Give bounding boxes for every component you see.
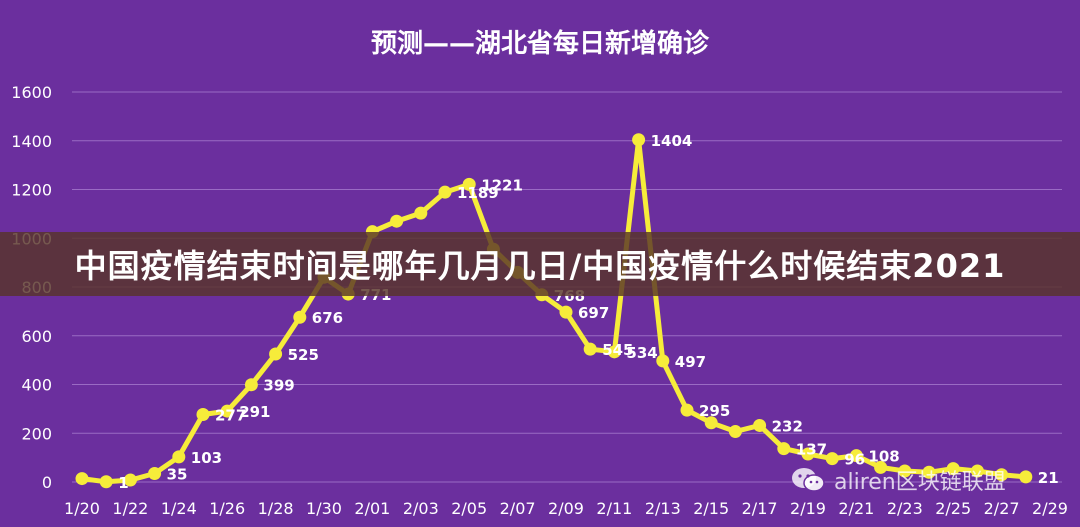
data-point (438, 185, 452, 199)
wechat-icon (792, 468, 825, 492)
data-label: 21 (1038, 469, 1059, 487)
data-point (898, 464, 912, 478)
data-label: 1404 (651, 132, 693, 150)
data-point (849, 449, 863, 463)
x-tick-label: 2/03 (403, 499, 439, 518)
y-tick-label: 1400 (11, 132, 52, 151)
x-tick-label: 2/11 (596, 499, 632, 518)
data-label: 108 (868, 448, 899, 466)
data-point (123, 473, 137, 487)
data-point (75, 472, 89, 486)
data-label: 103 (191, 449, 222, 467)
data-point (196, 407, 210, 421)
data-label: 1 (118, 474, 128, 492)
x-tick-label: 2/23 (887, 499, 923, 518)
data-label: 137 (796, 441, 827, 459)
watermark: aliren区块链联盟 (790, 462, 1006, 498)
x-tick-label: 2/17 (742, 499, 778, 518)
data-point (753, 418, 767, 432)
data-point (293, 310, 307, 324)
data-label: 525 (288, 346, 319, 364)
x-tick-label: 2/07 (500, 499, 536, 518)
data-point (995, 468, 1009, 482)
data-label: 1189 (457, 184, 499, 202)
x-tick-label: 2/27 (984, 499, 1020, 518)
x-tick-label: 2/13 (645, 499, 681, 518)
x-tick-label: 2/29 (1032, 499, 1068, 518)
x-tick-label: 2/09 (548, 499, 584, 518)
data-point (946, 462, 960, 476)
x-tick-label: 1/30 (306, 499, 342, 518)
data-point (632, 133, 646, 147)
data-point (825, 452, 839, 466)
data-point (244, 378, 258, 392)
x-tick-label: 2/05 (451, 499, 487, 518)
data-label: 96 (844, 451, 865, 469)
data-label: 232 (772, 417, 803, 435)
data-labels: 1351032772913995256767711189122176869754… (118, 132, 1058, 492)
x-tick-label: 2/19 (790, 499, 826, 518)
x-tick-label: 2/15 (693, 499, 729, 518)
data-point (172, 450, 186, 464)
data-label: 497 (675, 353, 706, 371)
data-point (583, 342, 597, 356)
y-tick-label: 600 (21, 327, 52, 346)
data-label: 277 (215, 406, 246, 424)
data-point (462, 177, 476, 191)
x-axis-ticks: 1/20 1/22 1/24 1/26 1/28 1/30 2/01 2/03 2/05 2/07… (64, 499, 1068, 518)
data-point (99, 475, 113, 489)
data-point (390, 214, 404, 228)
data-point (777, 442, 791, 456)
data-label: 291 (239, 403, 270, 421)
data-point (801, 447, 815, 461)
data-point (220, 404, 234, 418)
article-title-banner: 中国疫情结束时间是哪年几月几日/中国疫情什么时候结束2021 (0, 232, 1080, 296)
chart-title: 预测——湖北省每日新增确诊 (371, 28, 710, 59)
y-tick-label: 400 (21, 376, 52, 395)
watermark-text: aliren区块链联盟 (834, 470, 1006, 495)
x-tick-label: 2/25 (935, 499, 971, 518)
data-label: 295 (699, 402, 730, 420)
data-label: 1221 (481, 176, 523, 194)
data-label: 697 (578, 304, 609, 322)
data-point (728, 425, 742, 439)
data-point (414, 206, 428, 220)
x-tick-label: 1/22 (112, 499, 148, 518)
series-line-layer (81, 137, 1027, 485)
y-tick-label: 0 (42, 473, 52, 492)
x-tick-label: 1/28 (258, 499, 294, 518)
data-point (656, 354, 670, 368)
data-point (607, 345, 621, 359)
data-point (970, 464, 984, 478)
data-point (680, 403, 694, 417)
x-tick-label: 2/01 (354, 499, 390, 518)
y-tick-label: 1600 (11, 83, 52, 102)
data-label: 676 (312, 309, 343, 327)
data-point (704, 416, 718, 430)
x-tick-label: 1/24 (161, 499, 197, 518)
article-title: 中国疫情结束时间是哪年几月几日/中国疫情什么时候结束2021 (74, 247, 1006, 285)
data-point (269, 347, 283, 361)
data-label: 545 (602, 341, 633, 359)
data-point (1019, 470, 1033, 484)
y-tick-label: 200 (21, 424, 52, 443)
data-point (922, 465, 936, 479)
data-point (559, 305, 573, 319)
x-tick-label: 2/21 (838, 499, 874, 518)
data-point (874, 460, 888, 474)
data-label: 35 (167, 465, 188, 483)
data-point (148, 466, 162, 480)
data-label: 534 (626, 344, 657, 362)
y-tick-label: 1200 (11, 181, 52, 200)
x-tick-label: 1/20 (64, 499, 100, 518)
data-label: 399 (263, 377, 294, 395)
x-tick-label: 1/26 (209, 499, 245, 518)
series-line (81, 137, 1027, 485)
data-points (75, 133, 1033, 489)
